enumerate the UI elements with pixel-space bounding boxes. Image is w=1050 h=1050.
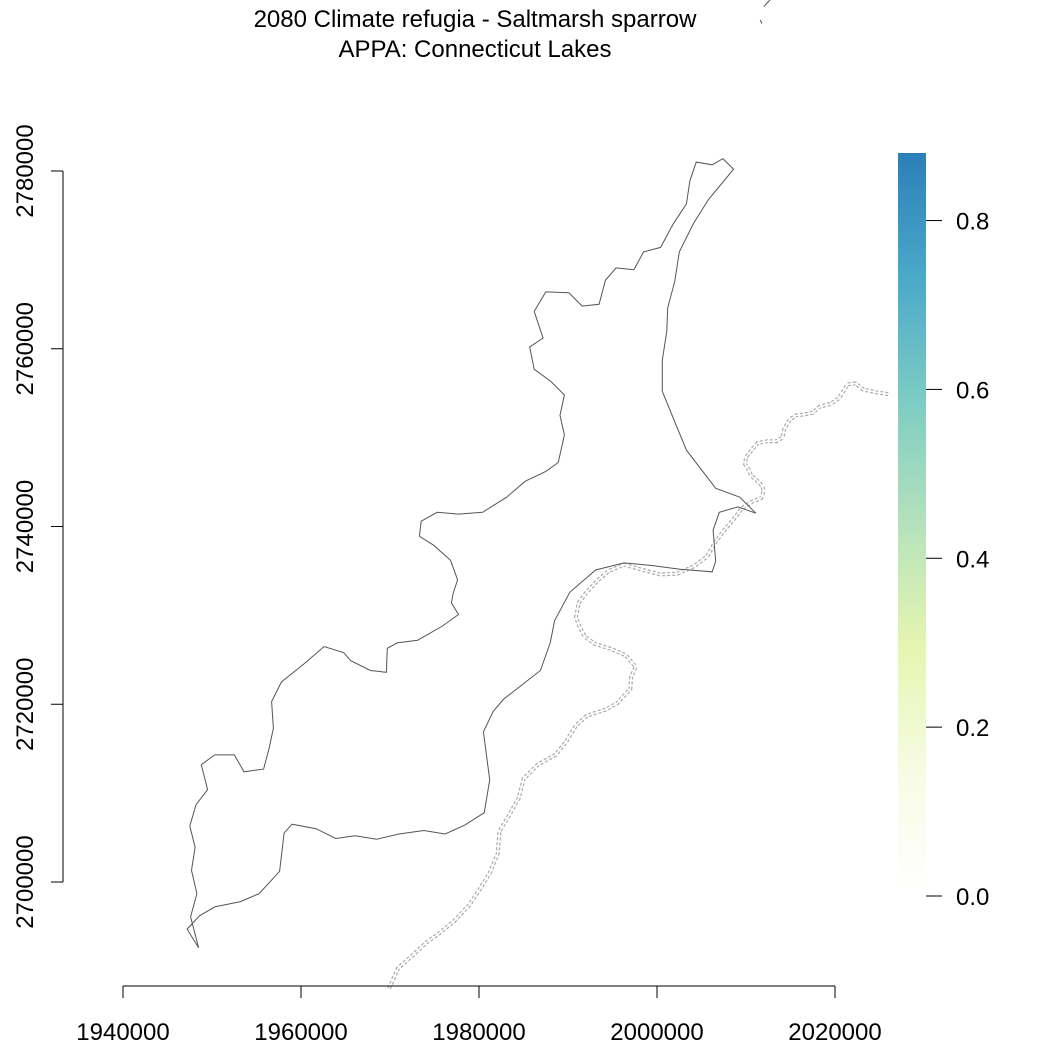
chart-title: 2080 Climate refugia - Saltmarsh sparrow bbox=[254, 6, 698, 33]
colorbar-tick-label: 0.8 bbox=[956, 209, 989, 236]
y-axis: 2700000 2720000 2740000 2760000 2780000 bbox=[12, 124, 64, 929]
colorbar-gradient bbox=[898, 153, 926, 896]
x-tick-label: 1960000 bbox=[254, 1019, 347, 1046]
x-tick-label: 2020000 bbox=[788, 1019, 881, 1046]
boundary-fragment-1 bbox=[759, 19, 763, 24]
y-tick-label: 2780000 bbox=[12, 124, 39, 217]
y-tick-label: 2720000 bbox=[12, 658, 39, 751]
colorbar-tick-label: 0.6 bbox=[956, 377, 989, 404]
map-area bbox=[186, 0, 889, 990]
state-boundary-line-inner bbox=[388, 382, 889, 989]
chart-subtitle: APPA: Connecticut Lakes bbox=[338, 36, 611, 63]
y-tick-label: 2700000 bbox=[12, 835, 39, 928]
colorbar-tick-label: 0.4 bbox=[956, 546, 989, 573]
x-axis: 1940000 1960000 1980000 2000000 2020000 bbox=[76, 985, 882, 1046]
y-tick-label: 2740000 bbox=[12, 480, 39, 573]
state-boundary-line bbox=[387, 381, 889, 990]
x-tick-label: 1980000 bbox=[432, 1019, 525, 1046]
boundary-fragment-0 bbox=[763, 0, 771, 7]
appa-boundary bbox=[186, 157, 757, 949]
x-tick-label: 1940000 bbox=[76, 1019, 169, 1046]
colorbar-tick-label: 0.2 bbox=[956, 715, 989, 742]
colorbar-legend: 0.0 0.2 0.4 0.6 0.8 bbox=[898, 153, 989, 911]
x-tick-label: 2000000 bbox=[610, 1019, 703, 1046]
colorbar-tick-label: 0.0 bbox=[956, 884, 989, 911]
y-tick-label: 2760000 bbox=[12, 302, 39, 395]
